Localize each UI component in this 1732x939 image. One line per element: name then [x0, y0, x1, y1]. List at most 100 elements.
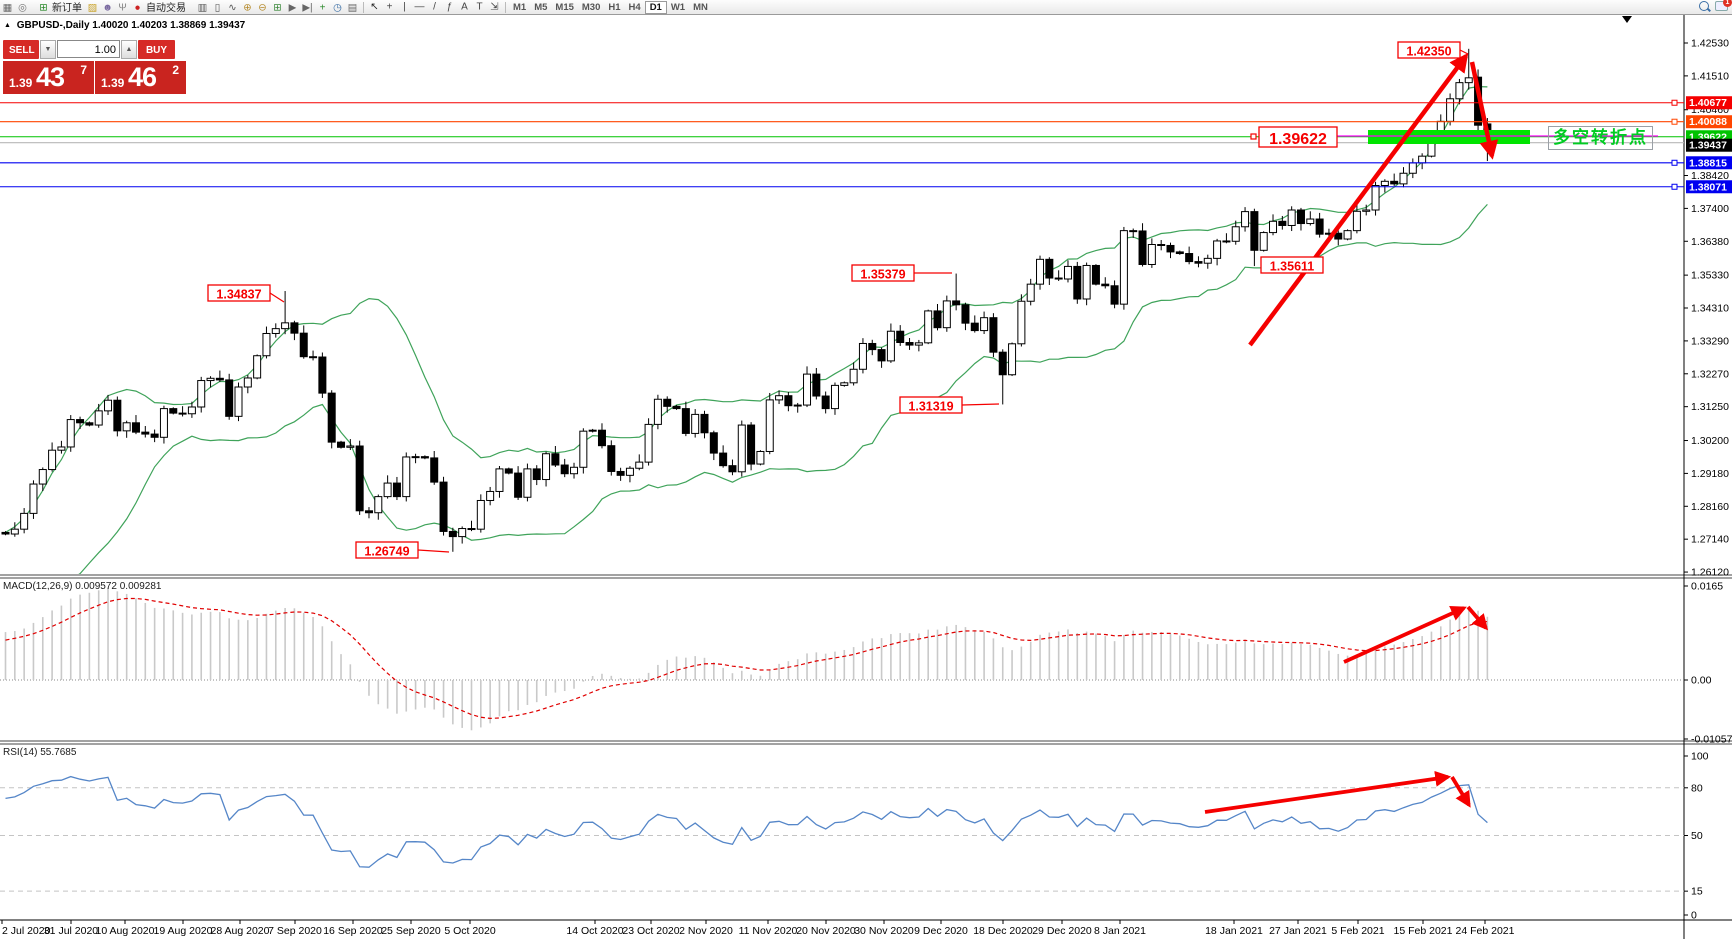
- trend-arrow[interactable]: [1466, 605, 1489, 631]
- line-chart-icon[interactable]: ∿: [228, 2, 237, 14]
- svg-text:1.38420: 1.38420: [1691, 170, 1729, 182]
- timeframe-m15[interactable]: M15: [555, 1, 574, 13]
- svg-text:31 Jul 2020: 31 Jul 2020: [44, 925, 98, 937]
- templates-icon[interactable]: ▤: [347, 2, 358, 14]
- signal-icon[interactable]: Ψ: [118, 2, 127, 14]
- timeframe-m1[interactable]: M1: [513, 1, 527, 13]
- zoom-in-icon[interactable]: ⊕: [243, 2, 252, 14]
- search-icon[interactable]: [1699, 1, 1709, 11]
- new-order-icon[interactable]: ⊞: [39, 2, 48, 14]
- svg-text:0.00: 0.00: [1691, 675, 1712, 687]
- timeframe-h4[interactable]: H4: [628, 1, 641, 13]
- bid-price-box[interactable]: 1.39 43 7: [3, 61, 94, 94]
- profile-icon[interactable]: ☻: [102, 2, 113, 14]
- svg-text:9 Dec 2020: 9 Dec 2020: [914, 925, 968, 937]
- bar-chart-icon[interactable]: ▥: [197, 2, 208, 14]
- toolbar-icons: ▦ ◎ ⊞ 新订单 ▨ ☻ Ψ ● 自动交易 ▥ ▯ ∿ ⊕ ⊖ ⊞ ▶ ▶| + ◷ ▤: [0, 0, 360, 15]
- auto-scroll-icon[interactable]: ▶: [288, 2, 297, 14]
- label-icon[interactable]: T: [476, 1, 483, 12]
- price-annotation[interactable]: 1.31319: [899, 396, 963, 414]
- ask-main: 46: [128, 62, 157, 92]
- bid-prefix: 1.39: [9, 76, 33, 90]
- autotrade-label[interactable]: 自动交易: [146, 3, 186, 14]
- sell-button[interactable]: SELL: [3, 40, 39, 59]
- svg-text:30 Nov 2020: 30 Nov 2020: [854, 925, 914, 937]
- svg-text:5 Feb 2021: 5 Feb 2021: [1331, 925, 1384, 937]
- ask-pip: 2: [172, 63, 179, 77]
- cursor-icon[interactable]: ↖: [370, 1, 379, 12]
- main-chart[interactable]: [1, 48, 1492, 606]
- svg-text:10 Aug 2020: 10 Aug 2020: [96, 925, 155, 937]
- chart-shift-icon[interactable]: ▶|: [302, 2, 313, 14]
- price-annotation[interactable]: 1.34837: [207, 284, 271, 302]
- indicators-icon[interactable]: +: [319, 2, 326, 14]
- macd-panel[interactable]: [0, 587, 1684, 731]
- styler-icon[interactable]: ▨: [87, 2, 98, 14]
- crosshair-icon[interactable]: +: [386, 1, 393, 12]
- timeframe-h1[interactable]: H1: [608, 1, 621, 13]
- trend-arrow[interactable]: [1204, 770, 1452, 814]
- axis-badge: [1686, 96, 1732, 110]
- tile-windows-icon[interactable]: ⊞: [273, 2, 282, 14]
- price-annotation[interactable]: 1.35379: [851, 264, 915, 282]
- price-annotation[interactable]: 1.42350: [1397, 41, 1461, 59]
- axis-badge: [1686, 180, 1732, 194]
- svg-text:18 Jan 2021: 18 Jan 2021: [1205, 925, 1263, 937]
- price-annotation[interactable]: 1.26749: [355, 541, 419, 559]
- svg-text:23 Oct 2020: 23 Oct 2020: [622, 925, 679, 937]
- collapse-arrow-icon[interactable]: ▲: [4, 22, 11, 29]
- svg-text:25 Sep 2020: 25 Sep 2020: [381, 925, 441, 937]
- fibo-icon[interactable]: ƒ: [446, 1, 453, 12]
- clock-icon[interactable]: ◷: [333, 2, 342, 14]
- svg-text:11 Nov 2020: 11 Nov 2020: [739, 925, 798, 937]
- toolbar-right: 1: [1699, 0, 1732, 11]
- svg-text:1.35611: 1.35611: [1270, 259, 1315, 273]
- trend-arrow[interactable]: [1469, 61, 1499, 160]
- svg-text:1.28160: 1.28160: [1691, 501, 1729, 513]
- vline-icon[interactable]: |: [403, 1, 406, 12]
- toolbar-separator: [363, 1, 364, 13]
- volume-input[interactable]: [57, 40, 120, 58]
- text-icon[interactable]: A: [461, 1, 468, 12]
- toolbar-draw-tools: ↖ + | — / ƒ A T ⇲: [367, 1, 502, 14]
- volume-down-button[interactable]: ▼: [40, 40, 56, 59]
- axis-badge: [1686, 115, 1732, 129]
- volume-up-button[interactable]: ▲: [121, 40, 137, 59]
- price-annotation[interactable]: 1.39622: [1258, 126, 1338, 148]
- candle-chart-icon[interactable]: ▯: [214, 2, 221, 14]
- chart-window-icon[interactable]: ▦: [2, 2, 13, 14]
- trend-arrow[interactable]: [1450, 776, 1471, 808]
- notifications-icon[interactable]: 1: [1715, 0, 1732, 11]
- macd-label: MACD(12,26,9) 0.009572 0.009281: [3, 581, 162, 592]
- timeframe-m5[interactable]: M5: [534, 1, 548, 13]
- autotrade-icon[interactable]: ●: [134, 2, 141, 14]
- timeframe-mn[interactable]: MN: [693, 1, 708, 13]
- trend-arrow[interactable]: [1343, 605, 1467, 664]
- chart-shift-marker: [1622, 16, 1632, 23]
- svg-text:1.38815: 1.38815: [1689, 157, 1727, 169]
- ask-prefix: 1.39: [101, 76, 125, 90]
- axis-badge: [1686, 156, 1732, 170]
- svg-text:1.39622: 1.39622: [1269, 131, 1327, 148]
- price-annotation[interactable]: 1.35611: [1260, 256, 1324, 274]
- ask-price-box[interactable]: 1.39 46 2: [95, 61, 186, 94]
- svg-text:1.42530: 1.42530: [1691, 38, 1729, 50]
- hline-icon[interactable]: —: [414, 1, 425, 12]
- new-order-label[interactable]: 新订单: [52, 3, 82, 14]
- svg-text:1.36380: 1.36380: [1691, 236, 1729, 248]
- arrows-icon[interactable]: ⇲: [490, 1, 499, 12]
- timeframe-m30[interactable]: M30: [581, 1, 601, 13]
- market-watch-icon[interactable]: ◎: [18, 2, 27, 14]
- symbol-name: GBPUSD-,Daily: [16, 20, 90, 31]
- trend-arrow[interactable]: [1248, 52, 1469, 347]
- zoom-out-icon[interactable]: ⊖: [258, 2, 267, 14]
- svg-text:1.29180: 1.29180: [1691, 468, 1729, 480]
- annotation-note[interactable]: 多空转折点: [1548, 126, 1653, 150]
- buy-button[interactable]: BUY: [138, 40, 175, 59]
- rsi-panel[interactable]: [0, 775, 1684, 892]
- timeframe-d1[interactable]: D1: [644, 0, 667, 14]
- highlight-bar[interactable]: [1368, 130, 1530, 144]
- timeframe-w1[interactable]: W1: [670, 1, 686, 13]
- trendline-icon[interactable]: /: [433, 1, 436, 12]
